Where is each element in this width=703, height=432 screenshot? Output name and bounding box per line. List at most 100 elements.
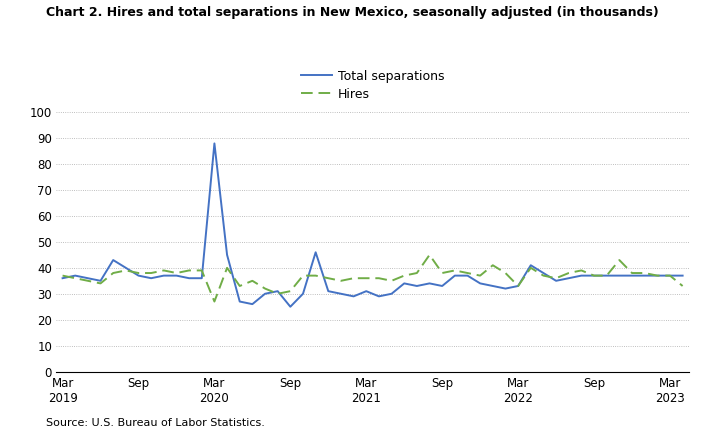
- Hires: [210, 299, 219, 304]
- Total separations: [122, 265, 130, 270]
- Hires: [489, 263, 497, 268]
- Hires: [400, 273, 408, 278]
- Hires: [413, 270, 421, 276]
- Text: Chart 2. Hires and total separations in New Mexico, seasonally adjusted (in thou: Chart 2. Hires and total separations in …: [46, 6, 659, 19]
- Hires: [248, 278, 257, 283]
- Total separations: [640, 273, 649, 278]
- Hires: [678, 283, 687, 289]
- Total separations: [387, 291, 396, 296]
- Total separations: [539, 270, 548, 276]
- Hires: [58, 273, 67, 278]
- Hires: [172, 270, 181, 276]
- Total separations: [311, 250, 320, 255]
- Hires: [463, 270, 472, 276]
- Total separations: [273, 289, 282, 294]
- Total separations: [286, 304, 295, 309]
- Total separations: [666, 273, 674, 278]
- Hires: [628, 270, 636, 276]
- Hires: [286, 289, 295, 294]
- Total separations: [678, 273, 687, 278]
- Hires: [602, 273, 611, 278]
- Hires: [387, 278, 396, 283]
- Total separations: [463, 273, 472, 278]
- Total separations: [299, 291, 307, 296]
- Total separations: [223, 252, 231, 257]
- Total separations: [514, 283, 522, 289]
- Hires: [527, 265, 535, 270]
- Hires: [71, 276, 79, 281]
- Hires: [476, 273, 484, 278]
- Total separations: [147, 276, 155, 281]
- Hires: [324, 276, 333, 281]
- Total separations: [134, 273, 143, 278]
- Hires: [590, 273, 598, 278]
- Total separations: [602, 273, 611, 278]
- Hires: [666, 273, 674, 278]
- Total separations: [58, 276, 67, 281]
- Total separations: [324, 289, 333, 294]
- Total separations: [425, 281, 434, 286]
- Total separations: [565, 276, 573, 281]
- Total separations: [628, 273, 636, 278]
- Total separations: [552, 278, 560, 283]
- Total separations: [71, 273, 79, 278]
- Total separations: [109, 257, 117, 263]
- Hires: [122, 268, 130, 273]
- Hires: [362, 276, 370, 281]
- Hires: [539, 273, 548, 278]
- Total separations: [489, 283, 497, 289]
- Total separations: [248, 302, 257, 307]
- Hires: [311, 273, 320, 278]
- Total separations: [438, 283, 446, 289]
- Line: Hires: Hires: [63, 255, 683, 302]
- Hires: [109, 270, 117, 276]
- Total separations: [185, 276, 193, 281]
- Hires: [261, 286, 269, 291]
- Hires: [273, 291, 282, 296]
- Hires: [160, 268, 168, 273]
- Hires: [198, 268, 206, 273]
- Total separations: [84, 276, 92, 281]
- Hires: [147, 270, 155, 276]
- Total separations: [198, 276, 206, 281]
- Hires: [552, 276, 560, 281]
- Total separations: [160, 273, 168, 278]
- Hires: [425, 252, 434, 257]
- Hires: [501, 270, 510, 276]
- Total separations: [527, 263, 535, 268]
- Total separations: [362, 289, 370, 294]
- Total separations: [375, 294, 383, 299]
- Total separations: [590, 273, 598, 278]
- Total separations: [501, 286, 510, 291]
- Total separations: [413, 283, 421, 289]
- Total separations: [476, 281, 484, 286]
- Total separations: [653, 273, 662, 278]
- Total separations: [451, 273, 459, 278]
- Total separations: [236, 299, 244, 304]
- Total separations: [400, 281, 408, 286]
- Total separations: [615, 273, 624, 278]
- Hires: [640, 270, 649, 276]
- Hires: [514, 283, 522, 289]
- Total separations: [577, 273, 586, 278]
- Hires: [223, 265, 231, 270]
- Hires: [299, 273, 307, 278]
- Text: Source: U.S. Bureau of Labor Statistics.: Source: U.S. Bureau of Labor Statistics.: [46, 418, 264, 428]
- Total separations: [96, 278, 105, 283]
- Total separations: [261, 291, 269, 296]
- Hires: [451, 268, 459, 273]
- Hires: [375, 276, 383, 281]
- Hires: [134, 270, 143, 276]
- Hires: [577, 268, 586, 273]
- Total separations: [337, 291, 345, 296]
- Total separations: [172, 273, 181, 278]
- Hires: [337, 278, 345, 283]
- Legend: Total separations, Hires: Total separations, Hires: [301, 70, 444, 101]
- Hires: [84, 278, 92, 283]
- Hires: [96, 281, 105, 286]
- Hires: [615, 257, 624, 263]
- Total separations: [210, 141, 219, 146]
- Hires: [236, 283, 244, 289]
- Total separations: [349, 294, 358, 299]
- Hires: [438, 270, 446, 276]
